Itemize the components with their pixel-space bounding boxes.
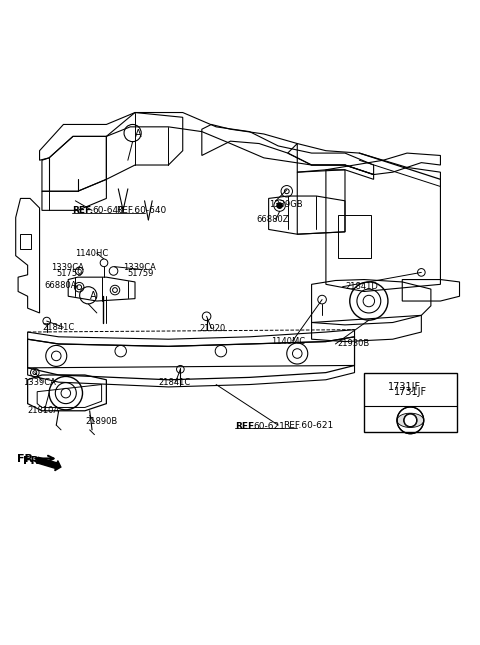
- Text: REF.: REF.: [72, 206, 93, 215]
- Text: 1339GB: 1339GB: [269, 200, 302, 208]
- Text: 1339CA: 1339CA: [23, 378, 56, 386]
- Text: 21810A: 21810A: [28, 406, 60, 415]
- Circle shape: [277, 203, 282, 208]
- Text: 1339CA: 1339CA: [123, 263, 156, 272]
- Text: 51759: 51759: [56, 270, 83, 279]
- Text: 1731JF: 1731JF: [394, 387, 427, 397]
- Text: 1140MC: 1140MC: [271, 337, 305, 346]
- Text: 21890B: 21890B: [85, 417, 117, 426]
- Bar: [364, 373, 457, 432]
- Polygon shape: [397, 413, 424, 428]
- Text: 1140HC: 1140HC: [75, 249, 108, 258]
- Text: 1339CA: 1339CA: [51, 263, 84, 272]
- FancyArrow shape: [36, 457, 61, 471]
- Text: 60-621: 60-621: [253, 422, 285, 431]
- Text: 21920: 21920: [199, 324, 226, 333]
- Text: FR.: FR.: [23, 456, 43, 466]
- Bar: [338, 215, 371, 258]
- Circle shape: [100, 259, 108, 266]
- Text: 66880Z: 66880Z: [257, 215, 289, 224]
- Text: 1731JF: 1731JF: [388, 382, 421, 392]
- Text: 60-640: 60-640: [92, 206, 124, 215]
- Text: 21930B: 21930B: [338, 339, 370, 348]
- Bar: [20, 234, 32, 248]
- Text: 51759: 51759: [128, 270, 154, 279]
- Text: A: A: [90, 292, 96, 301]
- Text: A: A: [135, 129, 142, 139]
- Text: 21841C: 21841C: [42, 322, 74, 332]
- Text: 21841D: 21841D: [345, 283, 378, 291]
- Circle shape: [404, 414, 417, 426]
- Text: 66880A: 66880A: [44, 281, 77, 290]
- Text: REF.60-621: REF.60-621: [283, 421, 333, 430]
- Text: REF.60-640: REF.60-640: [116, 206, 166, 215]
- Text: 21841C: 21841C: [159, 378, 191, 386]
- Text: REF.: REF.: [235, 422, 256, 431]
- Text: FR.: FR.: [17, 453, 37, 464]
